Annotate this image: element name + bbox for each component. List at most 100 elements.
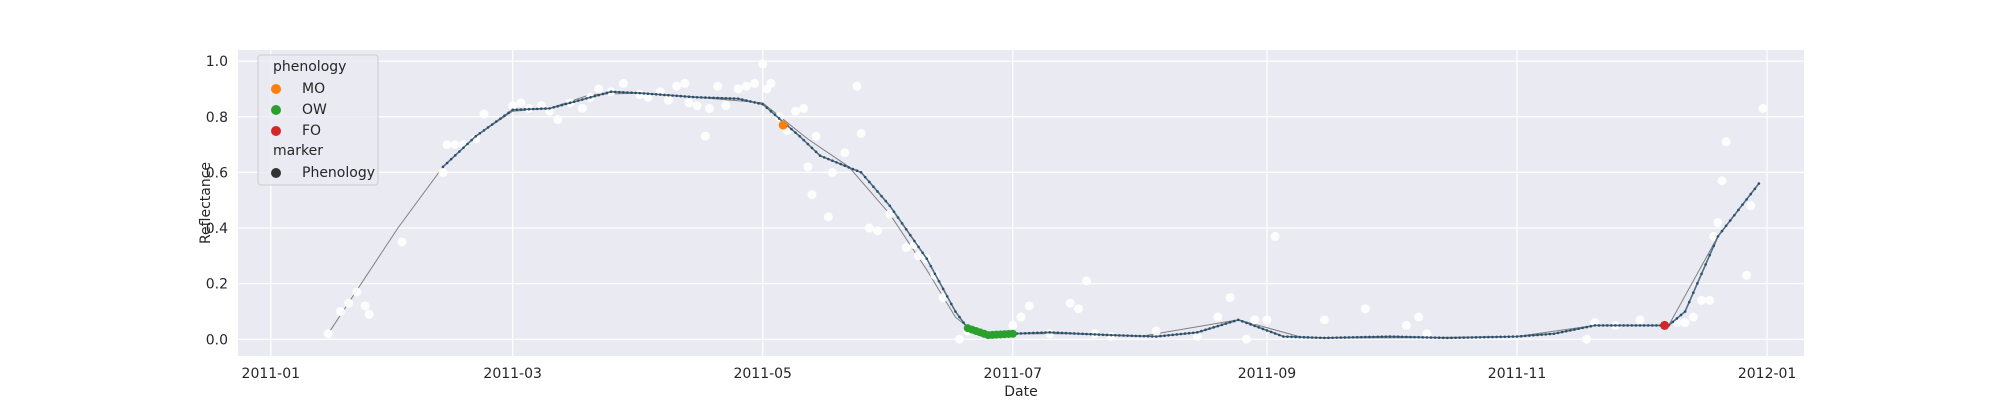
smoothed-point (1277, 333, 1281, 337)
smoothed-point (1228, 321, 1232, 324)
smoothed-point (769, 110, 773, 113)
smoothed-point (917, 245, 920, 249)
smoothed-point (667, 93, 670, 97)
raw-point (471, 134, 481, 144)
smoothed-point (1425, 336, 1429, 339)
smoothed-point (1392, 335, 1396, 338)
smoothed-point (773, 113, 777, 117)
legend-marker-phenology (271, 168, 281, 178)
smoothed-point (1323, 336, 1326, 340)
raw-point (704, 103, 714, 113)
smoothed-point (736, 97, 740, 100)
smoothed-point (1692, 291, 1695, 295)
x-axis-title: Date (1004, 384, 1037, 400)
plot-background (238, 50, 1804, 356)
smoothed-point (1343, 336, 1347, 339)
smoothed-point (1036, 331, 1039, 335)
smoothed-point (712, 96, 715, 100)
smoothed-point (798, 134, 801, 138)
legend-box (257, 54, 379, 186)
smoothed-point (474, 134, 478, 138)
smoothed-point (1503, 335, 1507, 339)
raw-point (1635, 315, 1645, 325)
phenology-point-FO (1660, 320, 1670, 330)
smoothed-point (1470, 336, 1474, 339)
smoothed-point (1409, 335, 1412, 339)
smoothed-point (613, 90, 617, 94)
smoothed-point (650, 92, 654, 96)
raw-point (344, 298, 354, 308)
raw-point (955, 334, 965, 344)
raw-point (803, 162, 813, 172)
smoothed-point (1163, 334, 1166, 337)
smoothed-point (909, 233, 912, 237)
raw-point (1045, 329, 1055, 339)
raw-point (450, 140, 460, 150)
smoothed-point (1712, 244, 1716, 248)
smoothed-point (790, 127, 793, 131)
smoothed-point (1208, 327, 1211, 330)
smoothed-point (945, 295, 949, 298)
raw-point (840, 148, 850, 158)
smoothed-point (1745, 198, 1748, 201)
smoothed-point (1700, 272, 1703, 276)
raw-point (672, 81, 682, 91)
smoothed-point (1593, 324, 1597, 327)
smoothed-point (626, 91, 629, 94)
smoothed-point (523, 108, 527, 111)
smoothed-point (1536, 333, 1539, 337)
smoothed-point (1384, 335, 1388, 338)
smoothed-point (695, 95, 699, 99)
smoothed-point (482, 129, 486, 132)
smoothed-point (1027, 331, 1031, 335)
smoothed-point (675, 94, 678, 98)
smoothed-point (699, 96, 703, 99)
smoothed-point (1569, 329, 1572, 332)
smoothed-point (1314, 336, 1318, 339)
smoothed-point (1118, 334, 1121, 337)
smoothed-point (822, 156, 826, 159)
smoothed-point (1265, 329, 1269, 332)
smoothed-point (1454, 336, 1457, 340)
smoothed-point (1310, 336, 1314, 339)
smoothed-point (1610, 324, 1613, 327)
smoothed-point (564, 102, 568, 106)
smoothed-point (1446, 336, 1449, 340)
raw-point (684, 98, 694, 108)
raw-point (766, 78, 776, 88)
raw-point (577, 103, 587, 113)
raw-point (1742, 270, 1752, 280)
smoothed-point (1183, 332, 1187, 335)
smoothed-point (503, 114, 506, 117)
smoothed-point (1044, 331, 1047, 334)
smoothed-point (1618, 324, 1621, 327)
smoothed-point (1474, 336, 1478, 339)
smoothed-point (1544, 333, 1548, 336)
raw-point (700, 131, 710, 141)
raw-point (733, 84, 743, 94)
raw-point (1422, 329, 1432, 339)
legend-title-marker: marker (273, 143, 323, 159)
smoothed-point (478, 132, 482, 135)
smoothed-point (1105, 333, 1109, 337)
smoothed-point (1573, 328, 1576, 331)
smoothed-point (1388, 335, 1392, 338)
raw-point (741, 81, 751, 91)
smoothed-point (609, 90, 613, 94)
smoothed-point (1552, 332, 1556, 336)
smoothed-point (765, 106, 769, 110)
legend-title-phenology: phenology (273, 59, 346, 75)
smoothed-point (646, 92, 650, 96)
smoothed-point (900, 222, 904, 225)
smoothed-point (1753, 187, 1757, 191)
smoothed-point (1191, 331, 1195, 335)
smoothed-point (1626, 324, 1630, 327)
smoothed-point (544, 107, 547, 110)
smoothed-point (1318, 336, 1322, 340)
raw-point (1024, 301, 1034, 311)
smoothed-point (1601, 324, 1605, 327)
phenology-point-OW (1008, 329, 1017, 338)
smoothed-point (814, 150, 818, 154)
smoothed-point (597, 93, 601, 97)
raw-point (1270, 231, 1280, 241)
